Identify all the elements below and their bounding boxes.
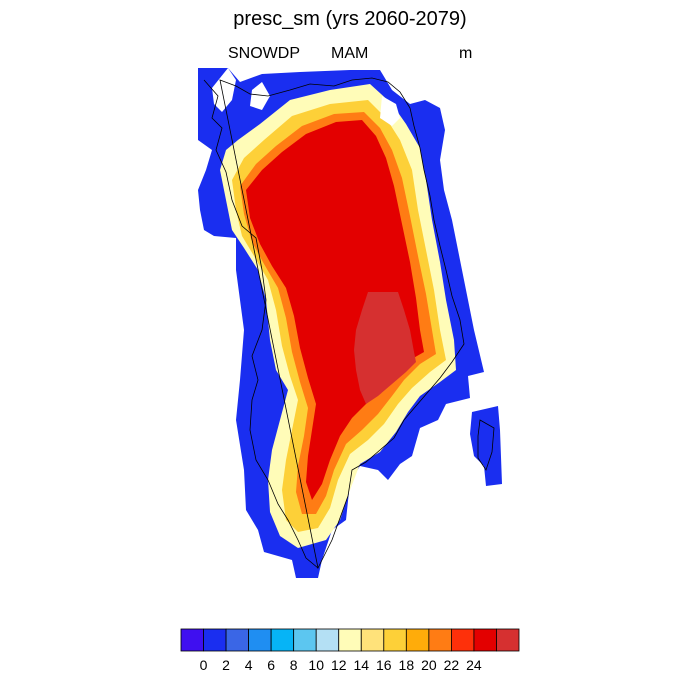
colorbar-box: [293, 628, 317, 652]
units-label: m: [459, 45, 473, 62]
colorbar-label: 12: [331, 657, 347, 673]
colorbar-box: [203, 628, 227, 652]
map-title: presc_sm (yrs 2060-2079): [233, 8, 467, 30]
colorbar-box: [338, 628, 362, 652]
colorbar-box: [383, 628, 407, 652]
season-label: MAM: [331, 45, 369, 62]
colorbar-label: 18: [399, 657, 415, 673]
colorbar-box: [405, 628, 430, 652]
colorbar-label: 4: [245, 657, 253, 673]
coastline: [203, 77, 495, 570]
colorbar-boxes: [180, 628, 520, 652]
colorbar-box: [428, 628, 452, 652]
colorbar-label: 20: [421, 657, 437, 673]
colorbar-box: [180, 628, 204, 652]
variable-label: SNOWDP: [228, 45, 300, 62]
colorbar-box: [450, 628, 475, 652]
colorbar-label: 6: [267, 657, 275, 673]
colorbar-label: 8: [290, 657, 298, 673]
colorbar-label: 10: [308, 657, 324, 673]
colorbar-box: [360, 628, 385, 652]
region-north-gaps: [212, 68, 400, 126]
colorbar-label: 14: [353, 657, 369, 673]
colorbar-label: 2: [222, 657, 230, 673]
colorbar-label: 24: [466, 657, 482, 673]
colorbar-label: 16: [376, 657, 392, 673]
colorbar-label: 0: [200, 657, 208, 673]
region-peak: [354, 292, 416, 404]
region-core-high: [246, 120, 424, 500]
colorbar-box: [473, 628, 497, 652]
colorbar-box: [315, 628, 340, 652]
colorbar-box: [248, 628, 272, 652]
colorbar-box: [225, 628, 249, 652]
colorbar-box: [496, 628, 520, 652]
colorbar-label: 22: [444, 657, 460, 673]
colorbar-labels: 0 2 4 6 8 10 12 14 16 18 20 22 24: [200, 657, 482, 673]
colorbar-box: [270, 628, 295, 652]
